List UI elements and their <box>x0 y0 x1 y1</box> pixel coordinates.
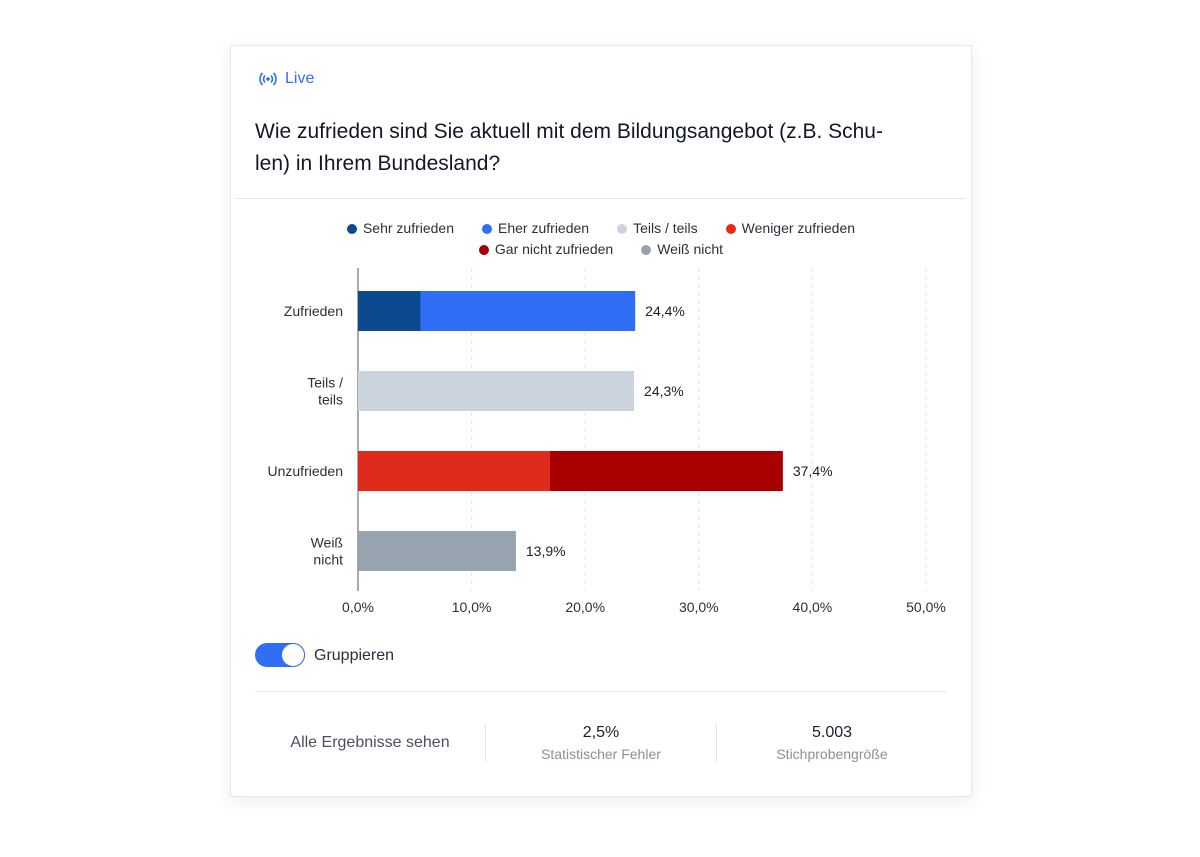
broadcast-icon <box>259 72 277 86</box>
legend-dot <box>346 223 357 234</box>
error-stat: 2,5% Statistischer Fehler <box>485 724 716 762</box>
x-tick-label: 30,0% <box>679 599 719 615</box>
bar-segment <box>420 291 636 331</box>
legend-item: Teils / teils <box>617 218 698 239</box>
footer-stats: Alle Ergebnisse sehen 2,5% Statistischer… <box>255 718 947 768</box>
question-line: Wie zufrieden sind Sie aktuell mit dem B… <box>255 120 883 143</box>
bar-value-label: 37,4% <box>793 463 833 479</box>
legend-item: Gar nicht zufrieden <box>478 239 614 260</box>
legend-dot <box>725 223 736 234</box>
divider <box>255 691 947 692</box>
all-results-link[interactable]: Alle Ergebnisse sehen <box>290 734 450 751</box>
live-indicator: Live <box>259 70 314 88</box>
category-label: nicht <box>313 552 343 568</box>
bar-segment <box>358 531 516 571</box>
legend-label: Gar nicht zufrieden <box>494 241 614 257</box>
x-tick-label: 50,0% <box>906 599 946 615</box>
bar-segment <box>358 371 635 411</box>
group-toggle-label: Gruppieren <box>314 647 395 664</box>
question-title: Wie zufrieden sind Sie aktuell mit dem B… <box>255 116 955 180</box>
legend-dot <box>617 223 628 234</box>
x-tick-label: 0,0% <box>342 599 374 615</box>
poll-card: Live Wie zufrieden sind Sie aktuell mit … <box>230 45 972 797</box>
legend-label: Weniger zufrieden <box>741 220 856 236</box>
legend-item: Weiß nicht <box>641 239 723 260</box>
category-label: Teils / <box>307 375 343 391</box>
legend-label: Teils / teils <box>633 220 698 236</box>
error-label: Statistischer Fehler <box>541 746 661 762</box>
sample-stat: 5.003 Stichprobengröße <box>716 724 947 762</box>
question-line: len) in Ihrem Bundesland? <box>255 152 501 175</box>
group-toggle[interactable] <box>255 643 305 667</box>
error-value: 2,5% <box>582 724 620 741</box>
category-label: Unzufrieden <box>268 463 344 479</box>
legend-item: Sehr zufrieden <box>346 218 455 239</box>
x-tick-label: 20,0% <box>565 599 605 615</box>
bar-value-label: 13,9% <box>526 543 566 559</box>
bar-segment <box>549 451 783 491</box>
divider <box>236 198 966 199</box>
live-label: Live <box>285 70 315 87</box>
bar-chart: 0,0% 10,0% 20,0% 30,0% 40,0% 50,0% 24,4% Zufrie… <box>268 268 946 615</box>
category-label: teils <box>318 392 343 408</box>
bar-segment <box>358 291 421 331</box>
legend-dot <box>482 223 493 234</box>
bar-value-label: 24,3% <box>644 383 684 399</box>
legend-label: Weiß nicht <box>657 241 724 257</box>
legend-dot <box>641 244 652 255</box>
legend-label: Eher zufrieden <box>498 220 590 236</box>
bar-segment <box>358 451 550 491</box>
x-tick-label: 40,0% <box>793 599 833 615</box>
category-label: Zufrieden <box>284 303 343 319</box>
chart-legend: Sehr zufrieden Eher zufrieden Teils / te… <box>231 218 971 260</box>
legend-item: Weniger zufrieden <box>725 218 856 239</box>
legend-item: Eher zufrieden <box>482 218 589 239</box>
x-tick-label: 10,0% <box>452 599 492 615</box>
toggle-knob <box>281 643 305 667</box>
sample-label: Stichprobengröße <box>776 746 888 762</box>
sample-value: 5.003 <box>811 724 853 741</box>
legend-label: Sehr zufrieden <box>362 220 455 236</box>
category-label: Weiß <box>311 535 343 551</box>
bar-value-label: 24,4% <box>645 303 685 319</box>
legend-dot <box>478 244 489 255</box>
